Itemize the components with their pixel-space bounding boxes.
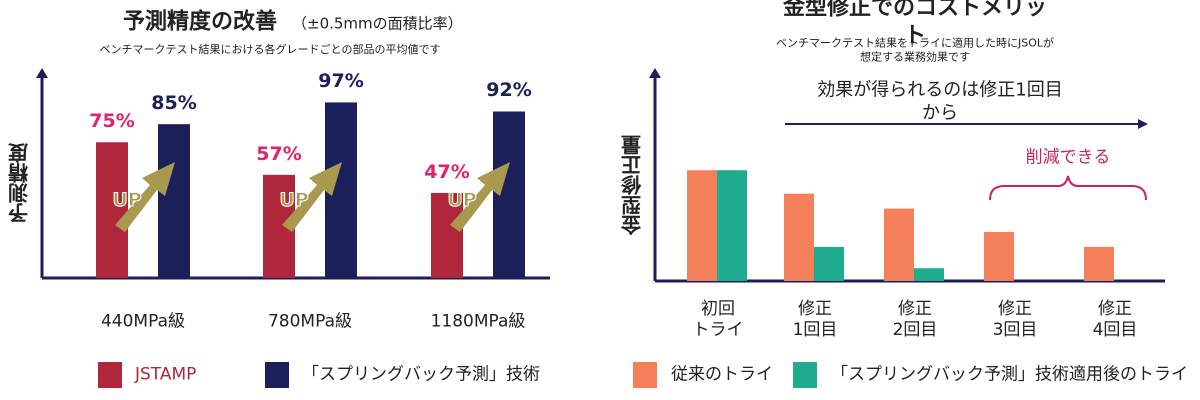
x-tick-label: 修正 1回目 <box>792 298 838 340</box>
x-tick-label: 修正 3回目 <box>992 298 1038 340</box>
x-tick-label: 修正 2回目 <box>892 298 938 340</box>
bar <box>1084 246 1114 281</box>
x-tick-label: 1180MPa級 <box>430 311 526 332</box>
bar <box>914 268 944 281</box>
chart-title: 予測精度の改善 <box>122 9 278 35</box>
legend-swatch <box>793 362 817 388</box>
value-label: 57% <box>256 142 302 165</box>
up-arrow <box>450 162 510 232</box>
annotation: 削減できる <box>1025 147 1111 168</box>
x-tick-label: 440MPa級 <box>100 311 186 332</box>
bar <box>717 170 747 281</box>
y-axis-label: 予測精度 <box>7 143 32 223</box>
x-tick-label: 初回 トライ <box>692 298 744 340</box>
up-arrow <box>115 162 175 232</box>
annotation: UP <box>447 189 477 212</box>
value-label: 47% <box>424 161 470 184</box>
bar <box>784 193 814 281</box>
chart-title: 金型修正でのコストメリット <box>782 0 1047 48</box>
legend-swatch <box>265 362 289 388</box>
bar <box>493 111 525 278</box>
legend-label: 従来のトライ <box>671 364 773 385</box>
y-axis-arrow <box>36 68 48 78</box>
annotation: UP <box>112 189 142 212</box>
annotation: UP <box>279 189 309 212</box>
annotation-brace <box>989 175 1147 201</box>
value-label: 92% <box>486 79 532 102</box>
y-axis-label: 金型修正量 <box>620 134 645 235</box>
up-arrow <box>282 162 342 232</box>
legend-swatch <box>98 362 122 388</box>
bar <box>687 170 717 281</box>
bar <box>984 232 1014 281</box>
x-tick-label: 修正 4回目 <box>1092 298 1138 340</box>
chart-title-suffix: （±0.5mmの面積比率） <box>292 14 463 33</box>
legend-label: 「スプリングバック予測」技術 <box>302 364 540 385</box>
bar <box>158 124 190 279</box>
bar <box>884 208 914 281</box>
value-label: 85% <box>151 92 197 115</box>
bar <box>96 142 128 278</box>
value-label: 75% <box>89 110 135 133</box>
annotation: 効果が得られるのは修正1回目から <box>817 79 1063 124</box>
legend-label: JSTAMP <box>135 364 197 385</box>
bar <box>431 192 463 278</box>
annotation-arrowhead <box>1138 119 1148 129</box>
x-tick-label: 780MPa級 <box>267 311 353 332</box>
legend-label: 「スプリングバック予測」技術適用後のトライ <box>831 364 1188 385</box>
bar <box>814 246 844 281</box>
value-label: 97% <box>318 70 364 93</box>
chart-subtitle: ベンチマークテスト結果における各グレードごとの部品の平均値です <box>99 43 441 57</box>
legend-swatch <box>633 362 657 388</box>
chart-subtitle: ベンチマークテスト結果をトライに適用した時にJSOLが想定する業務効果です <box>775 36 1054 63</box>
y-axis-arrow <box>649 68 661 78</box>
